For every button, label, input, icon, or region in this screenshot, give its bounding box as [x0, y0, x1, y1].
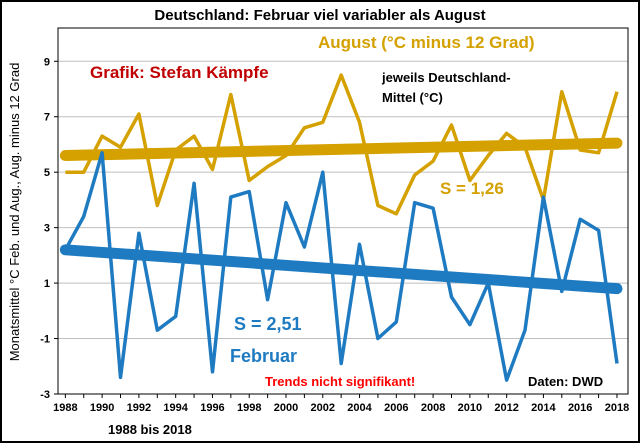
y-tick-label: -3 [40, 389, 50, 401]
x-tick-label: 2006 [384, 402, 408, 414]
x-tick-label: 2004 [347, 402, 372, 414]
trend-line-februar [59, 244, 623, 295]
y-tick-label: 9 [44, 56, 50, 68]
series-line-august [65, 73, 619, 216]
chart-title: Deutschland: Februar viel variabler als … [154, 7, 485, 24]
x-tick-label: 2000 [274, 402, 298, 414]
x-tick-label: 1994 [163, 402, 188, 414]
author-annotation: Grafik: Stefan Kämpfe [90, 63, 269, 82]
y-tick-label: 5 [44, 167, 50, 179]
s-februar-label: S = 2,51 [234, 314, 302, 334]
plot-area-frame [57, 27, 629, 395]
x-tick-label: 2012 [494, 402, 518, 414]
x-tick-label: 2016 [568, 402, 592, 414]
august-label: August (°C minus 12 Grad) [318, 33, 534, 52]
x-tick-label: 2018 [605, 402, 629, 414]
x-tick-label: 2002 [311, 402, 335, 414]
y-tick-label: -1 [40, 334, 50, 346]
x-tick-label: 1990 [90, 402, 114, 414]
x-tick-label: 1998 [237, 402, 261, 414]
x-axis-label: 1988 bis 2018 [108, 422, 192, 437]
x-tick-label: 1988 [53, 402, 77, 414]
data-source-note: Daten: DWD [528, 374, 603, 389]
grid-lines [58, 60, 628, 395]
mean-note-line1: jeweils Deutschland- [381, 70, 511, 85]
series-line-februar [63, 151, 619, 382]
y-axis-ticks: -3 -1 1 3 5 7 9 [40, 56, 58, 401]
y-tick-label: 7 [44, 112, 50, 124]
s-august-label: S = 1,26 [440, 179, 504, 198]
trend-significance-note: Trends nicht signifikant! [265, 374, 415, 389]
x-tick-label: 1996 [200, 402, 224, 414]
data-series [63, 73, 619, 382]
mean-note-line2: Mittel (°C) [382, 90, 443, 105]
y-tick-label: 3 [44, 223, 50, 235]
y-axis-label: Monatsmittel °C Feb. und Aug., Aug. minu… [7, 63, 22, 362]
x-tick-label: 2008 [421, 402, 445, 414]
x-tick-label: 1992 [127, 402, 151, 414]
x-tick-label: 2010 [458, 402, 482, 414]
februar-label: Februar [230, 346, 297, 366]
y-tick-label: 1 [44, 278, 50, 290]
x-tick-label: 2014 [531, 402, 556, 414]
x-axis-ticks: 1988 1990 1992 1994 1996 1998 2000 2002 2004 2006… [53, 394, 629, 414]
